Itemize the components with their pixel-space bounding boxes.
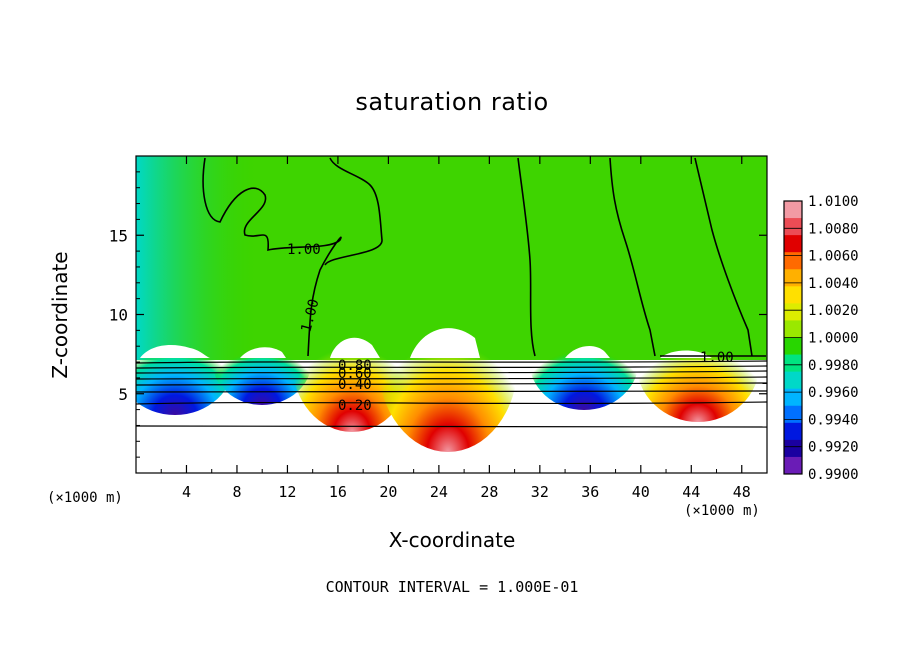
y-tick-label: 15: [109, 226, 128, 245]
colorbar-swatch: [784, 269, 802, 287]
contour-label: 0.60: [338, 366, 372, 382]
contour-lines: [136, 157, 767, 428]
contour-0-10: [136, 425, 767, 428]
x-unit-label-right: (×1000 m): [684, 503, 760, 519]
cold-patch-1: [136, 305, 235, 415]
colorbar-swatch: [784, 252, 802, 270]
colorbar-label: 1.0100: [808, 194, 859, 210]
x-tick-label: 24: [430, 483, 448, 501]
x-tick-label: 40: [632, 483, 650, 501]
colorbar-swatch: [784, 354, 802, 373]
contour-0-20: [136, 401, 767, 405]
contour-1-00-c: [517, 157, 536, 357]
contour-0-50: [136, 382, 767, 386]
cold-patch-2: [212, 315, 312, 405]
colorbar-swatch: [784, 422, 802, 441]
x-axis-label: X-coordinate: [388, 528, 516, 552]
colorbar-swatch: [784, 439, 802, 458]
x-tick-label: 12: [278, 483, 296, 501]
colorbar: 1.0100 1.0080 1.0060 1.0040 1.0020 1.0000 0.99…: [783, 194, 859, 483]
contour-label: 0.40: [338, 377, 372, 393]
colorbar-swatch: [784, 303, 802, 321]
x-axis: 4 8 12 16 20 24 28 32 36 40 44 48: [160, 156, 751, 501]
x-tick-label: 44: [682, 483, 700, 501]
colorbar-label: 0.9980: [808, 358, 859, 374]
colorbar-label: 1.0040: [808, 276, 859, 292]
x-tick-label: 20: [379, 483, 397, 501]
colorbar-swatch: [784, 320, 802, 338]
contour-labels: 1.00 1.00 1.00 0.80 0.60 0.40 0.20: [287, 242, 734, 414]
colorbar-label: 0.9900: [808, 467, 859, 483]
contour-0-80: [136, 365, 767, 369]
x-tick-label: 48: [733, 483, 751, 501]
contour-1-00-b: [324, 157, 383, 266]
colorbar-swatch: [784, 371, 802, 390]
contour-0-90: [136, 360, 767, 364]
x-tick-label: 32: [531, 483, 549, 501]
field-layer: [136, 156, 767, 473]
colorbar-swatch: [784, 286, 802, 304]
contour-interval-note: CONTOUR INTERVAL = 1.000E-01: [325, 578, 579, 596]
x-unit-label-left: (×1000 m): [47, 490, 123, 506]
cold-patch-3: [529, 310, 639, 410]
x-tick-label: 8: [232, 483, 241, 501]
colorbar-label: 0.9940: [808, 412, 859, 428]
x-tick-label: 4: [182, 483, 191, 501]
y-tick-label: 5: [118, 385, 128, 404]
contour-0-40: [136, 390, 767, 393]
colorbar-swatch: [784, 235, 802, 253]
contour-label: 1.00: [287, 242, 321, 258]
colorbar-label: 1.0000: [808, 331, 859, 347]
y-axis: 5 10 15: [109, 171, 767, 458]
colorbar-swatch: [784, 201, 802, 219]
contour-0-60: [136, 376, 767, 380]
chart-title: saturation ratio: [355, 88, 549, 116]
x-tick-label: 16: [329, 483, 347, 501]
colorbar-swatch: [784, 337, 802, 356]
y-tick-label: 10: [109, 306, 128, 325]
colorbar-label: 1.0060: [808, 249, 859, 265]
contour-0-70: [136, 370, 767, 374]
x-tick-label: 36: [581, 483, 599, 501]
contour-label: 0.20: [338, 398, 372, 414]
contour-1-00-e: [694, 157, 753, 357]
contour-label: 0.80: [338, 358, 372, 374]
bump: [140, 345, 210, 358]
contour-1-00-d: [609, 157, 656, 357]
x-tick-label: 28: [480, 483, 498, 501]
colorbar-label: 1.0080: [808, 221, 859, 237]
colorbar-label: 0.9960: [808, 385, 859, 401]
colorbar-label: 0.9920: [808, 440, 859, 456]
colorbar-swatch: [784, 456, 802, 475]
contour-label: 1.00: [700, 350, 734, 366]
contour-1-00-a: [202, 157, 342, 357]
colorbar-swatch: [784, 218, 802, 236]
colorbar-swatch: [784, 388, 802, 407]
colorbar-label: 1.0020: [808, 303, 859, 319]
colorbar-swatch: [784, 405, 802, 424]
